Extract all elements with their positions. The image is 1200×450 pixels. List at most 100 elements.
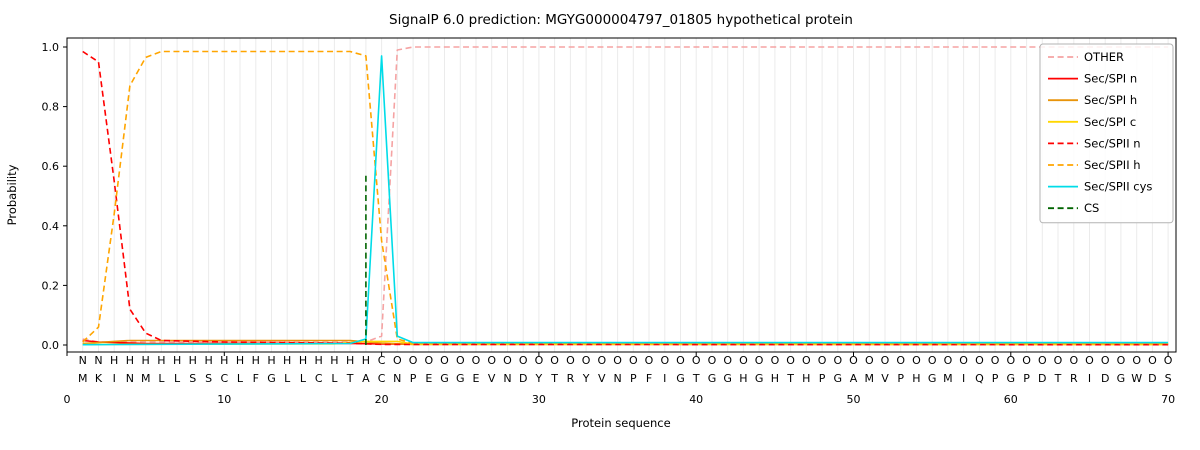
region-letter: O	[881, 354, 890, 367]
residue-letter: S	[189, 372, 196, 385]
region-letter: H	[220, 354, 228, 367]
x-tick-label: 70	[1161, 393, 1175, 406]
y-tick-label: 0.8	[42, 101, 60, 114]
region-letter: O	[629, 354, 638, 367]
region-letter: O	[424, 354, 433, 367]
region-letter: O	[1132, 354, 1141, 367]
region-letter: O	[1085, 354, 1094, 367]
region-letter: O	[472, 354, 481, 367]
series-line-other	[82, 46, 1169, 343]
region-letter: O	[1006, 354, 1015, 367]
region-letter: O	[1148, 354, 1157, 367]
residue-letter: G	[1117, 372, 1126, 385]
residue-letter: H	[802, 372, 810, 385]
region-letter: H	[142, 354, 150, 367]
region-letter: O	[959, 354, 968, 367]
legend-label-sec-spi-n: Sec/SPI n	[1084, 72, 1137, 86]
residue-letter: Q	[975, 372, 984, 385]
region-letter: H	[157, 354, 165, 367]
x-tick-label: 60	[1004, 393, 1018, 406]
region-letter: H	[346, 354, 354, 367]
residue-letter: P	[630, 372, 637, 385]
region-letter: H	[362, 354, 370, 367]
legend-label-sec-spi-h: Sec/SPI h	[1084, 93, 1137, 107]
region-letter: O	[802, 354, 811, 367]
residue-letter: M	[78, 372, 88, 385]
series-line-sec-spii-cys	[82, 55, 1169, 346]
region-letter: O	[833, 354, 842, 367]
residue-letter: D	[1148, 372, 1156, 385]
x-tick-label: 40	[689, 393, 703, 406]
series-line-sec-spii-h	[82, 50, 1169, 345]
region-letter: N	[79, 354, 87, 367]
region-letter: O	[660, 354, 669, 367]
region-letter: O	[1054, 354, 1063, 367]
region-letter: O	[944, 354, 953, 367]
residue-letter: G	[834, 372, 843, 385]
region-letter: O	[912, 354, 921, 367]
residue-letter: L	[174, 372, 181, 385]
y-axis-label: Probability	[5, 164, 19, 225]
residue-letter: C	[378, 372, 386, 385]
gridlines	[82, 38, 1169, 352]
residue-letter: L	[300, 372, 307, 385]
y-tick-label: 1.0	[42, 41, 60, 54]
region-letter: O	[1069, 354, 1078, 367]
region-letter: H	[236, 354, 244, 367]
residue-letter: S	[1165, 372, 1172, 385]
residue-letter: H	[771, 372, 779, 385]
region-letter: O	[692, 354, 701, 367]
region-letter: O	[535, 354, 544, 367]
legend-label-sec-spii-h: Sec/SPII h	[1084, 158, 1141, 172]
x-tick-label: 20	[375, 393, 389, 406]
region-letter: O	[708, 354, 717, 367]
residue-letter: K	[95, 372, 103, 385]
residue-letter: H	[912, 372, 920, 385]
residue-letter: V	[598, 372, 606, 385]
region-letter: O	[550, 354, 559, 367]
residue-letter: F	[253, 372, 259, 385]
residue-letter: L	[284, 372, 291, 385]
y-tick-label: 0.2	[42, 279, 60, 292]
residue-letter: E	[473, 372, 480, 385]
region-letter: H	[204, 354, 212, 367]
residue-letter: P	[992, 372, 999, 385]
region-letter: O	[865, 354, 874, 367]
x-axis-label: Protein sequence	[571, 416, 670, 430]
x-tick-label: 10	[217, 393, 231, 406]
residue-letter: R	[567, 372, 575, 385]
residue-letter: A	[362, 372, 370, 385]
residue-letter: P	[410, 372, 417, 385]
y-tick-label: 0.4	[42, 220, 60, 233]
region-letter: O	[456, 354, 465, 367]
residue-letter: P	[819, 372, 826, 385]
residue-letter: P	[1023, 372, 1030, 385]
residue-letter: I	[1088, 372, 1091, 385]
residue-letter: Y	[535, 372, 543, 385]
residue-letter: T	[692, 372, 700, 385]
residue-letter: P	[897, 372, 904, 385]
legend-label-cs: CS	[1084, 201, 1099, 215]
region-letter: O	[676, 354, 685, 367]
region-letter: H	[315, 354, 323, 367]
region-letter: O	[1164, 354, 1173, 367]
x-axis: 0 10 20 30 40 50 60 70	[64, 352, 1175, 406]
region-letter: O	[723, 354, 732, 367]
region-letter: O	[975, 354, 984, 367]
legend-label-other: OTHER	[1084, 50, 1124, 64]
residue-letter: C	[315, 372, 323, 385]
region-letter: O	[991, 354, 1000, 367]
region-letter: O	[582, 354, 591, 367]
legend-box	[1039, 43, 1174, 224]
series-line-sec-spii-n	[82, 50, 1169, 346]
plot-border	[66, 37, 1177, 353]
residue-letter: L	[331, 372, 338, 385]
residue-letter: V	[881, 372, 889, 385]
region-letter: O	[786, 354, 795, 367]
residue-letter: H	[739, 372, 747, 385]
region-letter: O	[519, 354, 528, 367]
residue-letter: N	[393, 372, 401, 385]
